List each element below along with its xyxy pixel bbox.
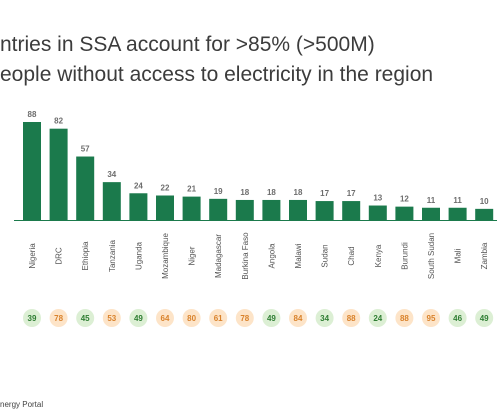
category-label: Niger — [188, 246, 197, 265]
indicator-value: 95 — [427, 314, 436, 323]
chart-title-line-1: ntries in SSA account for >85% (>500M) — [0, 33, 375, 56]
category-label: Zambia — [480, 242, 489, 269]
indicator-circle — [289, 309, 307, 327]
indicator-circle — [315, 309, 334, 327]
category-label: Angola — [267, 243, 276, 268]
indicator-value: 64 — [161, 314, 170, 323]
indicator-circle — [235, 309, 254, 327]
bar-value-label: 11 — [427, 196, 436, 205]
bar — [129, 193, 148, 220]
category-label: Nigeria — [28, 243, 37, 269]
indicator-value: 84 — [294, 314, 303, 323]
bar-value-label: 24 — [134, 181, 143, 190]
bar — [315, 201, 334, 220]
indicator-value: 45 — [81, 314, 90, 323]
category-label: Sudan — [321, 244, 330, 267]
indicator-value: 46 — [453, 314, 462, 323]
bar — [156, 195, 174, 220]
bar — [235, 199, 254, 220]
bar — [49, 128, 68, 220]
bar — [209, 198, 228, 220]
bar-value-label: 10 — [480, 197, 489, 206]
indicator-value: 78 — [240, 314, 249, 323]
bar — [368, 205, 387, 220]
indicator-value: 80 — [187, 314, 196, 323]
category-label: Uganda — [134, 241, 143, 270]
indicator-value: 61 — [214, 314, 223, 323]
indicator-circle — [23, 309, 41, 327]
category-label: Ethiopia — [81, 241, 90, 270]
bar — [475, 208, 494, 220]
category-label: Chad — [347, 246, 356, 265]
bar-value-label: 18 — [294, 188, 303, 197]
indicator-value: 49 — [267, 314, 276, 323]
bar-value-label: 34 — [107, 170, 116, 179]
category-label: Burkina Faso — [241, 232, 250, 280]
indicator-circle — [49, 309, 68, 327]
source-note: nergy Portal — [0, 400, 44, 409]
indicator-value: 78 — [54, 314, 63, 323]
bar — [448, 207, 467, 220]
indicator-value: 49 — [134, 314, 143, 323]
category-label: Mozambique — [161, 233, 170, 279]
indicator-value: 34 — [320, 314, 329, 323]
indicator-value: 24 — [373, 314, 382, 323]
category-label: Mali — [454, 248, 463, 263]
indicator-circle — [182, 309, 201, 327]
indicator-circle — [156, 309, 174, 327]
bar — [23, 122, 41, 220]
category-label: DRC — [55, 247, 64, 265]
bar — [422, 207, 440, 220]
indicator-circle — [129, 309, 148, 327]
bar-value-label: 12 — [400, 195, 409, 204]
bar-value-label: 57 — [81, 145, 90, 154]
bar — [102, 182, 121, 220]
indicator-circle — [422, 309, 440, 327]
indicator-circle — [76, 309, 95, 327]
indicator-value: 88 — [400, 314, 409, 323]
bar-value-label: 11 — [453, 196, 462, 205]
bar-value-label: 21 — [187, 185, 196, 194]
chart-title-line-2: eople without access to electricity in t… — [0, 63, 434, 86]
bar — [395, 206, 414, 220]
indicator-value: 88 — [347, 314, 356, 323]
bar-value-label: 17 — [347, 189, 356, 198]
indicator-circle — [342, 309, 361, 327]
indicator-circle — [102, 309, 121, 327]
indicator-circle — [368, 309, 387, 327]
category-label: Malawi — [294, 243, 303, 268]
bar — [262, 199, 281, 220]
bar-value-label: 19 — [214, 187, 223, 196]
indicator-circle — [209, 309, 228, 327]
indicator-value: 39 — [28, 314, 37, 323]
bar-value-label: 17 — [320, 189, 329, 198]
category-label: South Sudan — [427, 233, 436, 279]
indicator-circle — [262, 309, 281, 327]
category-label: Kenya — [374, 244, 383, 267]
bar-value-label: 22 — [161, 184, 170, 193]
indicator-circle — [448, 309, 467, 327]
indicator-circle — [475, 309, 494, 327]
category-label: Madagascar — [214, 234, 223, 278]
category-label: Burundi — [400, 242, 409, 270]
bar-value-label: 82 — [54, 117, 63, 126]
indicator-value: 49 — [480, 314, 489, 323]
bar-value-label: 13 — [373, 194, 382, 203]
bar-value-label: 18 — [240, 188, 249, 197]
bar — [342, 201, 361, 220]
bar — [182, 196, 201, 220]
bar — [289, 199, 307, 220]
indicator-value: 53 — [107, 314, 116, 323]
indicator-circle — [395, 309, 414, 327]
bar — [76, 156, 95, 220]
bar-value-label: 18 — [267, 188, 276, 197]
bar-value-label: 88 — [28, 110, 37, 119]
category-label: Tanzania — [108, 239, 117, 272]
